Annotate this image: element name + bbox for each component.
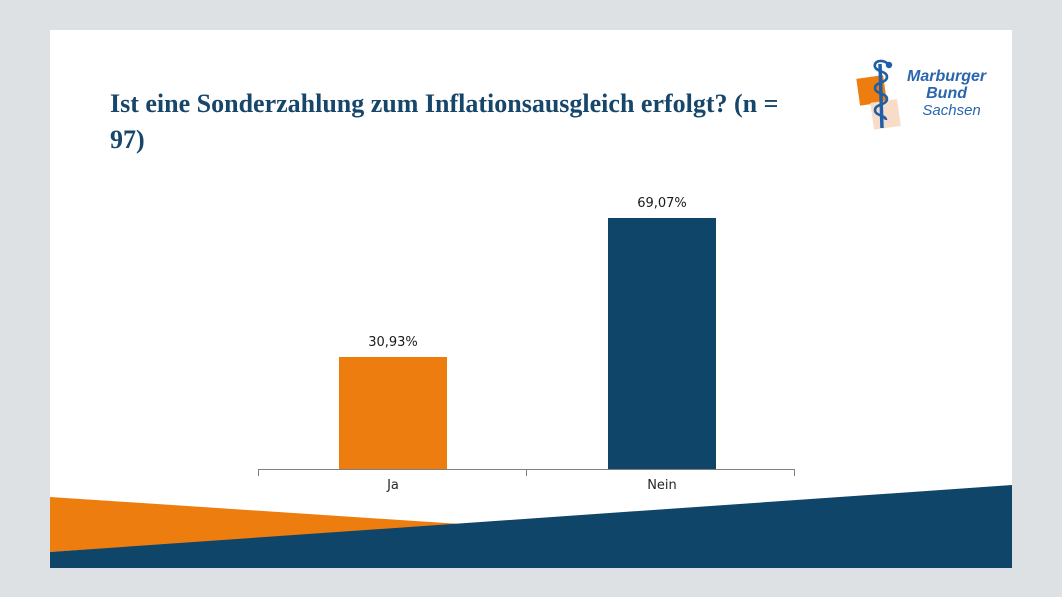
- snake-head: [885, 61, 893, 69]
- bar-ja: [339, 357, 447, 469]
- x-axis-line: [258, 469, 795, 470]
- staff: [878, 63, 884, 129]
- marburger-bund-logo: Marburger Bund Sachsen: [853, 56, 1012, 132]
- logo-line-sachsen: Sachsen: [922, 102, 981, 119]
- logo-text: Marburger Bund Sachsen: [907, 68, 986, 119]
- chart-title: Ist eine Sonderzahlung zum Inflationsaus…: [110, 89, 779, 154]
- snake: [873, 59, 890, 121]
- bar-value-label-ja: 30,93%: [368, 335, 418, 350]
- bar-value-label-nein: 69,07%: [637, 196, 687, 211]
- x-axis-tick-right: [794, 470, 795, 476]
- category-label-nein: Nein: [647, 478, 677, 493]
- rod-of-asclepius-icon: [856, 59, 901, 130]
- bar-nein: [608, 218, 716, 469]
- logo-line-bund: Bund: [926, 85, 967, 102]
- x-axis-tick-middle: [526, 470, 527, 476]
- logo-peach-square: [870, 99, 901, 130]
- slide: Ist eine Sonderzahlung zum Inflationsaus…: [50, 30, 1012, 568]
- wave-orange: [50, 497, 476, 552]
- bottom-decoration: [50, 485, 1012, 568]
- x-axis-tick-left: [258, 470, 259, 476]
- logo-line-marburger: Marburger: [907, 68, 987, 85]
- category-label-ja: Ja: [387, 478, 399, 493]
- wave-blue: [50, 485, 1012, 568]
